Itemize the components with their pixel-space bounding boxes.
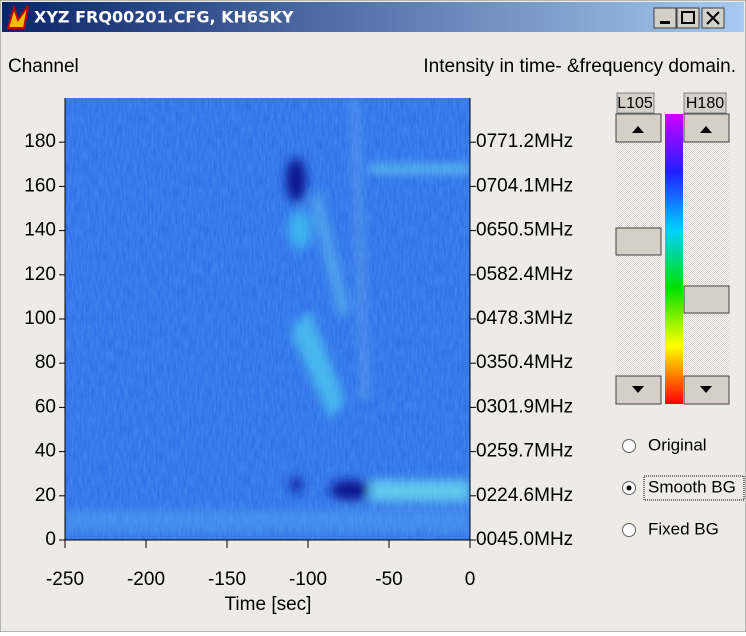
low-label-box <box>616 92 655 114</box>
low-slider-label: L105 <box>617 95 653 112</box>
scroll-track[interactable] <box>616 114 661 404</box>
high-slider-label: H180 <box>686 95 724 112</box>
close-glyph <box>706 11 720 25</box>
up-arrow <box>700 126 712 133</box>
radio-label[interactable]: Original <box>648 435 707 454</box>
x-tick-label: -150 <box>208 569 246 590</box>
y-tick-label: 120 <box>24 264 56 285</box>
x-axis-label: Time [sec] <box>225 594 312 615</box>
y-tick-label: 40 <box>35 441 56 462</box>
axis-caption: Channel <box>8 56 79 77</box>
frequency-label: 0704.1MHz <box>476 175 573 196</box>
y-tick-label: 60 <box>35 396 56 417</box>
y-tick-label: 20 <box>35 485 56 506</box>
y-tick-label: 160 <box>24 175 56 196</box>
minimize-glyph <box>660 21 670 24</box>
x-tick-label: -250 <box>46 569 84 590</box>
scroll-track[interactable] <box>684 114 729 404</box>
minimize-button[interactable] <box>653 7 677 29</box>
x-tick-label: -200 <box>127 569 165 590</box>
up-arrow <box>632 126 644 133</box>
down-arrow <box>700 386 712 393</box>
y-tick-label: 100 <box>24 308 56 329</box>
frequency-label: 0650.5MHz <box>476 220 573 241</box>
frequency-label: 0045.0MHz <box>476 529 573 550</box>
title-bar <box>2 2 744 32</box>
focus-rect <box>643 475 745 501</box>
radio-label[interactable]: Fixed BG <box>648 519 719 538</box>
frequency-label: 0478.3MHz <box>476 308 573 329</box>
y-tick-label: 0 <box>45 529 56 550</box>
x-tick-label: 0 <box>465 569 476 590</box>
y-tick-label: 80 <box>35 352 56 373</box>
window-buttons[interactable] <box>653 7 725 29</box>
x-tick-label: -100 <box>289 569 327 590</box>
radio-button[interactable] <box>622 523 636 537</box>
plot-caption: Intensity in time- &frequency domain. <box>423 56 736 77</box>
frequency-label: 0259.7MHz <box>476 441 573 462</box>
low-scrollbar[interactable] <box>615 113 662 405</box>
maximize-glyph <box>681 11 695 24</box>
high-label-box <box>683 92 727 114</box>
y-tick-label: 140 <box>24 220 56 241</box>
app-icon <box>6 4 29 29</box>
frequency-label: 0301.9MHz <box>476 396 573 417</box>
scroll-thumb[interactable] <box>615 227 662 256</box>
frequency-label: 0350.4MHz <box>476 352 573 373</box>
y-tick-label: 180 <box>24 131 56 152</box>
frequency-label: 0582.4MHz <box>476 264 573 285</box>
frequency-label: 0224.6MHz <box>476 485 573 506</box>
scroll-thumb[interactable] <box>683 285 730 314</box>
color-bar <box>665 114 683 404</box>
radio-button[interactable] <box>622 439 636 453</box>
down-arrow <box>632 386 644 393</box>
radio-dot <box>626 485 632 491</box>
frequency-label: 0771.2MHz <box>476 131 573 152</box>
x-tick-label: -50 <box>375 569 402 590</box>
radio-label[interactable]: Smooth BG <box>648 477 736 496</box>
spectrogram <box>65 98 470 540</box>
window-title: XYZ FRQ00201.CFG, KH6SKY <box>34 8 294 27</box>
high-scrollbar[interactable] <box>683 113 730 405</box>
